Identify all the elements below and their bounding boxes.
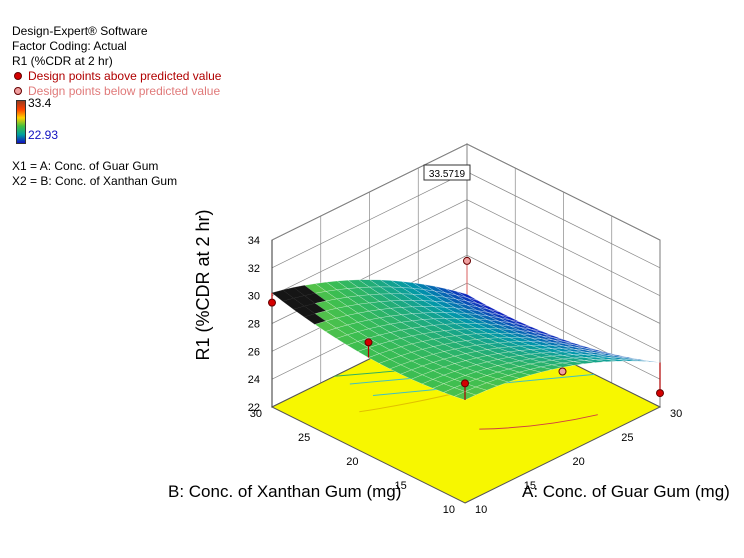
z-tick-label: 30 [248,291,260,303]
a-tick-label: 10 [475,504,487,516]
z-tick-label: 34 [248,235,260,247]
factor-coding-label: Factor Coding: Actual [12,39,127,53]
a-axis-title: A: Conc. of Guar Gum (mg) [522,482,730,501]
design-point-above [268,298,276,307]
annotation-value: 33.5719 [429,169,466,180]
a-tick-label: 15 [524,480,536,492]
a-tick-label: 30 [670,408,682,420]
design-point-above [364,338,373,347]
b-tick-label: 15 [395,480,407,492]
z-tick-label: 28 [248,319,260,331]
z-gridline [271,171,661,269]
x2-definition: X2 = B: Conc. of Xanthan Gum [12,174,178,188]
response-label: R1 (%CDR at 2 hr) [12,54,113,68]
b-tick-label: 25 [298,432,310,444]
software-label: Design-Expert® Software [12,24,148,38]
design-points [268,256,664,401]
legend-above-text: Design points above predicted value [28,69,222,83]
floor-contour [479,414,598,430]
color-scale-max: 33.4 [28,96,52,110]
b-tick-label: 30 [250,408,262,420]
design-point-above [461,379,469,388]
b-tick-label: 20 [346,456,358,468]
color-scale-min: 22.93 [28,128,59,142]
design-point-above [656,389,664,398]
legend-below: Design points below predicted value [12,84,220,99]
response-surface [271,279,661,401]
annotation-box [423,164,471,181]
legend-above: Design points above predicted value [12,69,221,84]
a-tick-label: 20 [573,456,585,468]
point-below-icon [14,87,22,96]
legend-below-text: Design points below predicted value [28,84,221,98]
a-tick-label: 25 [621,432,633,444]
axis-ticks: 22 24 26 28 30 32 34 10 15 20 25 30 10 15 20 25 30 [248,235,683,516]
z-gridline [271,143,661,241]
b-tick-label: 10 [443,504,455,516]
x1-definition: X1 = A: Conc. of Guar Gum [12,159,159,173]
z-tick-label: 26 [248,346,260,358]
z-tick-label: 32 [248,263,260,275]
b-axis-title: B: Conc. of Xanthan Gum (mg) [168,482,401,501]
z-gridline [271,199,661,297]
design-point-below [463,256,471,265]
point-above-icon [14,72,22,81]
z-tick-label: 22 [248,402,260,414]
z-tick-label: 24 [248,374,260,386]
design-point-below [558,367,567,376]
z-axis-title: R1 (%CDR at 2 hr) [193,209,213,360]
color-scale-bar [16,100,26,144]
